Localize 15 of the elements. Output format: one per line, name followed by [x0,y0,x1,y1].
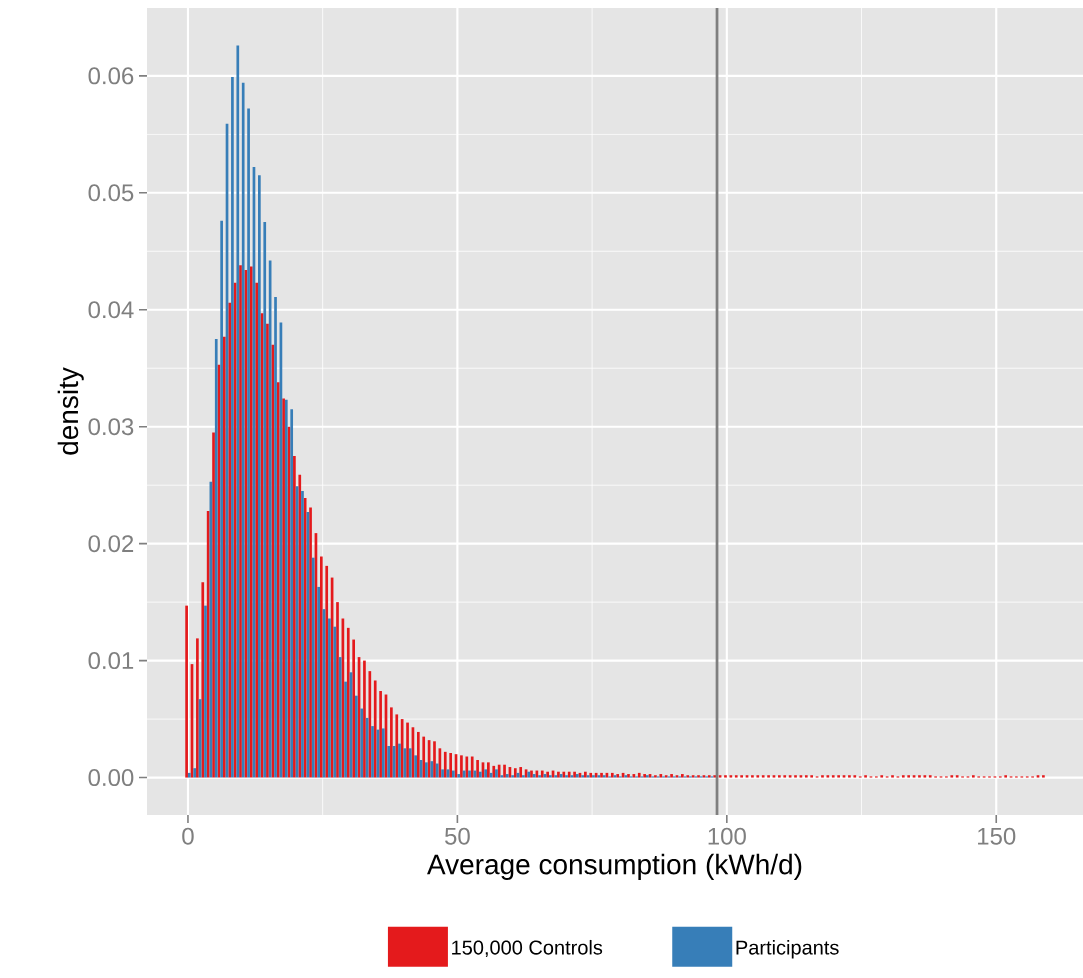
legend-label: 150,000 Controls [452,939,603,957]
y-axis-title: density [57,367,84,455]
y-tick-label: 0.05 [88,184,134,202]
x-tick-label: 100 [708,827,746,845]
x-tick-label: 50 [445,827,470,845]
x-tick-label: 150 [978,827,1016,845]
y-tick-label: 0.00 [88,769,134,787]
y-tick-label: 0.02 [88,535,134,553]
y-tick-label: 0.06 [88,67,134,85]
y-tick-label: 0.01 [88,652,134,670]
x-axis-title: Average consumption (kWh/d) [427,853,802,880]
y-tick-label: 0.03 [88,418,134,436]
y-tick-label: 0.04 [88,301,134,319]
x-tick-label: 0 [182,827,194,845]
legend-label: Participants [736,939,839,959]
